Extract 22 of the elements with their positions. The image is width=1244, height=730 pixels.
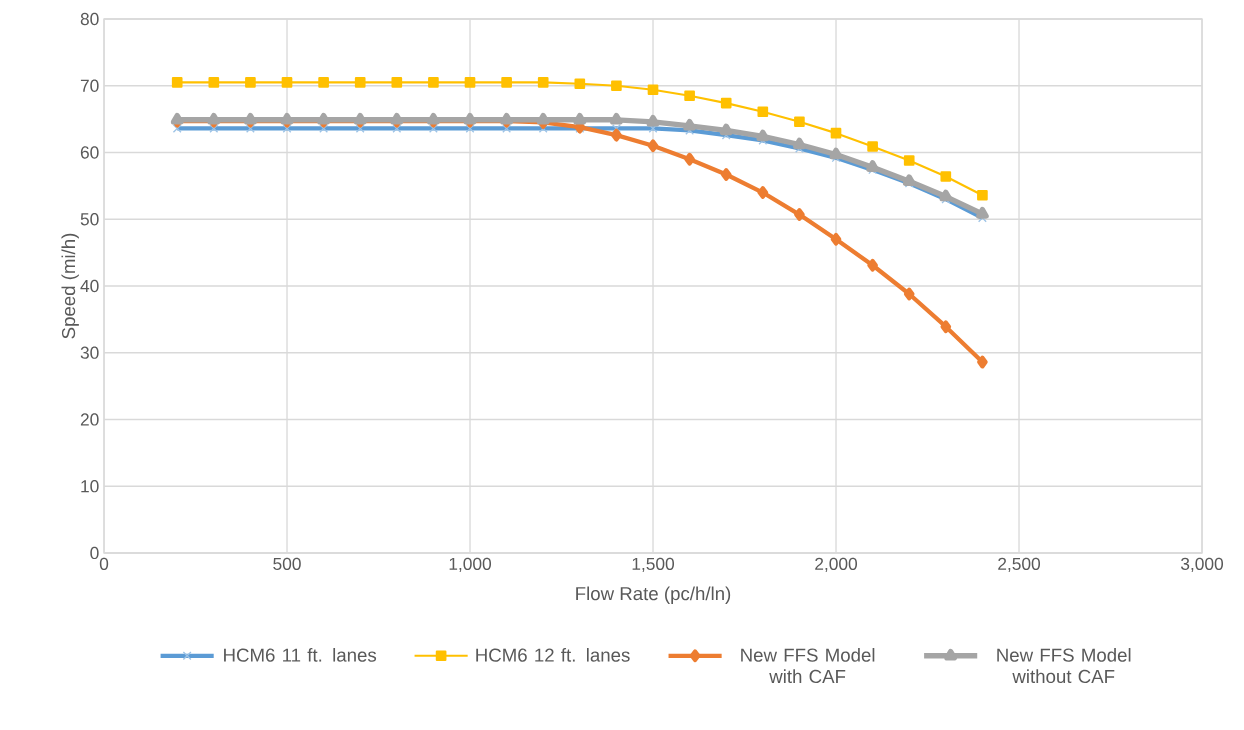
y-tick-label: 40 [80, 279, 99, 293]
y-tick-label: 30 [80, 346, 99, 359]
y-tick-label: 80 [80, 12, 99, 26]
y-tick-label: 20 [80, 413, 99, 426]
x-tick-label: 500 [273, 557, 301, 570]
x-axis-title: Flow Rate (pc/h/ln) [576, 586, 731, 604]
legend-label: HCM6 11 ft. lanes [224, 648, 377, 662]
x-tick-label: 1,000 [449, 557, 492, 573]
y-tick-label: 10 [81, 480, 99, 493]
legend-label: New FFS Model without CAF [997, 648, 1131, 684]
y-tick-label: 70 [80, 79, 99, 92]
y-tick-label: 60 [80, 146, 99, 159]
legend-label: New FFS Model with CAF [741, 648, 875, 684]
y-tick-label: 50 [80, 213, 99, 226]
x-tick-label: 0 [99, 557, 109, 570]
x-tick-label: 3,000 [1180, 557, 1224, 573]
x-tick-label: 2,000 [815, 557, 858, 573]
legend-label: HCM6 12 ft. lanes [476, 648, 630, 662]
x-tick-label: 2,500 [998, 557, 1041, 573]
y-tick-label: 0 [90, 546, 99, 560]
y-axis-title: Speed (mi/h) [61, 233, 79, 339]
x-tick-label: 1,500 [632, 557, 675, 573]
